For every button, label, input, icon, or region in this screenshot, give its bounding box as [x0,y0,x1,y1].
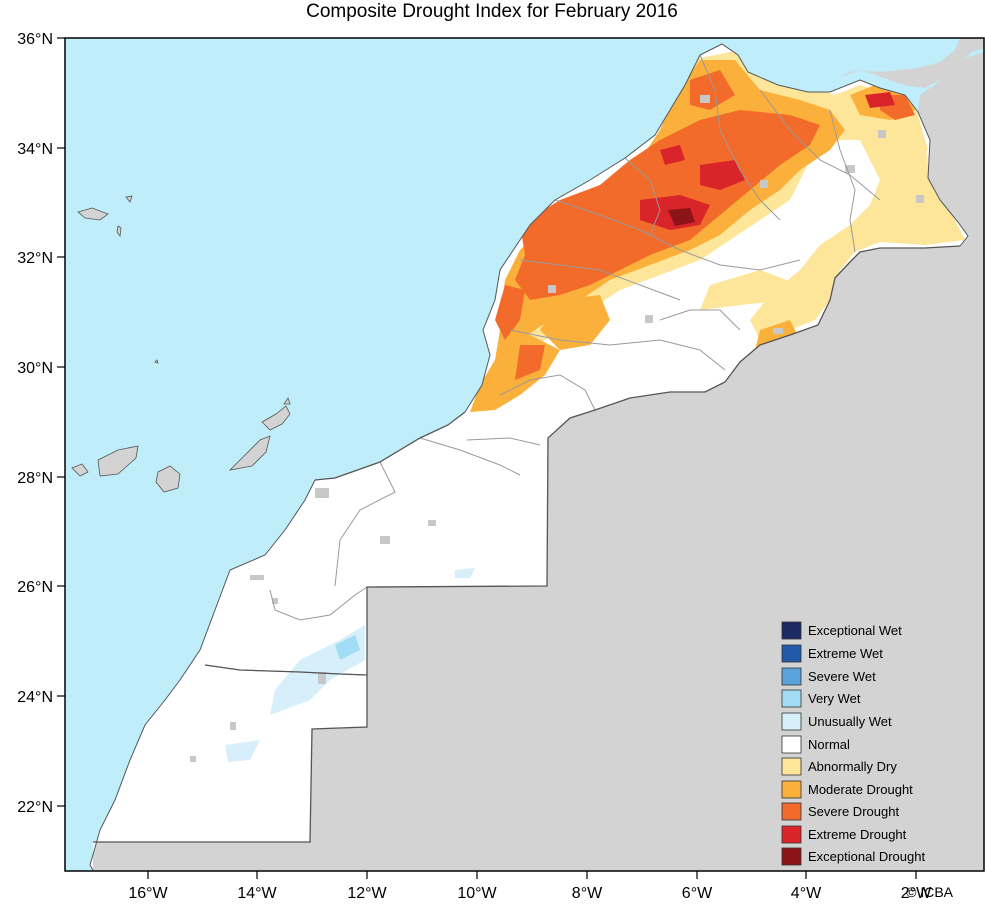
lat-label: 36°N [17,31,53,48]
lon-label: 16°W [128,885,168,902]
legend-swatch [781,825,802,844]
legend-swatch [781,712,802,731]
legend-item: Very Wet [781,689,861,708]
legend-swatch [781,735,802,754]
lon-label: 10°W [457,885,497,902]
lon-label: 6°W [682,885,713,902]
lat-label: 32°N [17,250,53,267]
legend-label: Exceptional Wet [808,623,902,638]
credit-text: © ICBA [906,884,954,900]
legend-item: Exceptional Wet [781,621,902,640]
lon-label: 8°W [572,885,603,902]
legend-swatch [781,644,802,663]
legend-label: Moderate Drought [808,782,913,797]
legend: Exceptional Wet Extreme Wet Severe Wet V… [781,621,925,866]
legend-label: Exceptional Drought [808,849,925,864]
legend-label: Extreme Wet [808,646,883,661]
legend-item: Extreme Drought [781,825,907,844]
lon-label: 14°W [237,885,277,902]
spain-coast [838,38,984,88]
province-lines [204,54,881,676]
legend-item: Normal [781,735,850,754]
islands [71,195,291,493]
lat-label: 24°N [17,689,53,706]
legend-swatch [781,689,802,708]
legend-label: Normal [808,737,850,752]
lon-label: 4°W [791,885,822,902]
longitude-labels: 16°W 14°W 12°W 10°W 8°W 6°W 4°W 2°W [128,885,932,902]
map-title: Composite Drought Index for February 201… [306,1,678,22]
map-frame [64,37,985,872]
legend-item: Abnormally Dry [781,757,897,776]
lat-label: 28°N [17,470,53,487]
lat-label: 26°N [17,579,53,596]
national-borders [93,245,961,843]
legend-swatch [781,757,802,776]
lat-label: 22°N [17,799,53,816]
legend-swatch [781,667,802,686]
legend-label: Severe Drought [808,804,899,819]
neighbor-land [93,52,984,871]
axis-ticks [57,37,917,879]
legend-item: Unusually Wet [781,712,892,731]
legend-swatch [781,621,802,640]
legend-swatch [781,780,802,799]
lon-label: 2°W [901,885,932,902]
lon-label: 12°W [347,885,387,902]
drought-patches [190,50,965,762]
legend-item: Moderate Drought [781,780,913,799]
legend-item: Severe Wet [781,667,876,686]
legend-label: Abnormally Dry [808,759,897,774]
legend-item: Extreme Wet [781,644,883,663]
legend-swatch [781,847,802,866]
legend-swatch [781,802,802,821]
legend-label: Extreme Drought [808,827,907,842]
legend-label: Unusually Wet [808,714,892,729]
legend-item: Exceptional Drought [781,847,925,866]
legend-label: Very Wet [808,691,861,706]
coastline [464,43,969,413]
map-area [65,38,984,871]
legend-label: Severe Wet [808,669,876,684]
lat-label: 30°N [17,360,53,377]
legend-item: Severe Drought [781,802,899,821]
lat-label: 34°N [17,141,53,158]
latitude-labels: 36°N 34°N 32°N 30°N 28°N 26°N 24°N 22°N [17,31,53,816]
